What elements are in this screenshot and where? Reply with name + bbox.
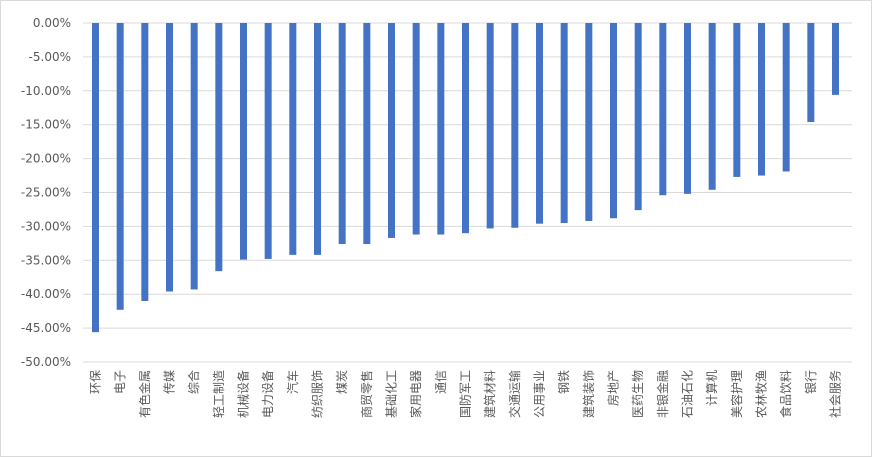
- x-category-label: 食品饮料: [778, 370, 793, 418]
- bar: [437, 23, 445, 235]
- x-category-label: 汽车: [285, 370, 300, 394]
- bar: [832, 23, 839, 95]
- y-tick-label: -25.00%: [21, 186, 71, 200]
- bar: [634, 23, 642, 211]
- bar: [462, 23, 469, 234]
- x-category-label: 医药生物: [631, 370, 645, 418]
- x-category-label: 建筑装饰: [581, 370, 596, 418]
- y-tick-label: -10.00%: [21, 84, 71, 98]
- x-category-label: 电子: [113, 370, 127, 394]
- bar: [610, 23, 617, 219]
- bar: [190, 23, 198, 290]
- x-category-label: 社会服务: [828, 370, 843, 418]
- bar: [264, 23, 272, 259]
- bar: [807, 23, 815, 122]
- bar: [338, 23, 346, 245]
- x-category-label: 国防军工: [458, 370, 473, 418]
- x-category-label: 商贸零售: [359, 370, 374, 418]
- x-category-label: 房地产: [606, 370, 621, 406]
- bar: [758, 23, 765, 176]
- x-category-label: 交通运输: [507, 370, 522, 418]
- bar: [684, 23, 691, 194]
- bar: [486, 23, 494, 229]
- bar: [585, 23, 593, 221]
- bar: [141, 23, 149, 301]
- y-tick-label: -50.00%: [21, 355, 71, 369]
- x-category-label: 家用电器: [408, 370, 423, 418]
- x-category-label: 纺织服饰: [311, 370, 325, 418]
- bar: [560, 23, 568, 224]
- x-category-label: 通信: [434, 370, 448, 394]
- x-category-label: 基础化工: [385, 370, 399, 418]
- y-tick-label: 0.00%: [33, 16, 71, 30]
- x-category-label: 钢铁: [557, 370, 571, 394]
- x-category-label: 非银金融: [655, 370, 670, 418]
- y-tick-label: -45.00%: [21, 321, 71, 335]
- y-axis-ticks: 0.00% -5.00% -10.00% -15.00% -20.00% -25.00% -…: [21, 16, 71, 369]
- x-category-label: 建筑材料: [482, 370, 497, 418]
- bar: [708, 23, 716, 190]
- bar: [511, 23, 519, 228]
- x-category-label: 农林牧渔: [755, 370, 769, 418]
- x-category-label: 公用事业: [533, 370, 547, 418]
- x-category-label: 环保: [89, 370, 103, 394]
- x-category-label: 石油石化: [681, 370, 695, 418]
- x-category-label: 计算机: [704, 370, 719, 406]
- x-category-label: 机械设备: [236, 370, 251, 418]
- bar: [733, 23, 741, 177]
- bar: [116, 23, 124, 310]
- y-tick-label: -5.00%: [29, 50, 71, 64]
- x-category-label: 有色金属: [137, 370, 152, 418]
- bar: [314, 23, 321, 255]
- x-category-label: 轻工制造: [212, 370, 226, 418]
- bars: [92, 23, 839, 333]
- bar: [215, 23, 223, 272]
- bar: [412, 23, 420, 235]
- x-category-label: 传媒: [162, 370, 177, 394]
- x-axis-categories: 环保 电子 有色金属 传媒 综合 轻工制造 机械设备 电力设备 汽车 纺织服饰 煤炭 商贸零售 基础化工…: [89, 370, 843, 418]
- bar: [536, 23, 543, 224]
- x-category-label: 银行: [804, 370, 818, 394]
- y-tick-label: -30.00%: [21, 219, 71, 233]
- gridlines: [83, 22, 852, 363]
- bar: [289, 23, 297, 255]
- bar: [782, 23, 790, 172]
- y-tick-label: -40.00%: [21, 287, 71, 301]
- bar: [363, 23, 371, 245]
- x-category-label: 美容护理: [729, 370, 744, 418]
- y-tick-label: -20.00%: [21, 152, 71, 166]
- bar: [92, 23, 99, 333]
- bar: [659, 23, 667, 196]
- y-tick-label: -15.00%: [21, 118, 71, 132]
- bar: [166, 23, 173, 292]
- y-tick-label: -35.00%: [21, 253, 71, 267]
- bar: [240, 23, 247, 260]
- x-category-label: 综合: [186, 370, 201, 394]
- x-category-label: 电力设备: [261, 370, 275, 418]
- bar: [388, 23, 395, 238]
- x-category-label: 煤炭: [335, 370, 349, 394]
